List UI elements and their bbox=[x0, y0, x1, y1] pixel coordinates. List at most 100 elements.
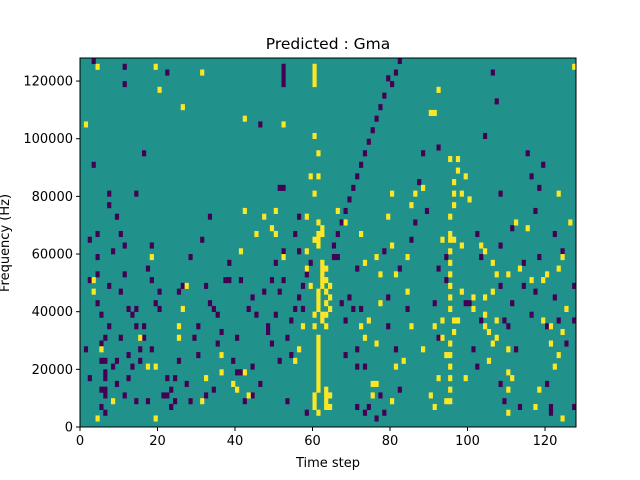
heatmap-cell-high bbox=[320, 271, 325, 278]
heatmap-cell-low bbox=[107, 190, 112, 197]
heatmap-cell-high bbox=[537, 386, 542, 393]
heatmap-cell-low bbox=[103, 369, 108, 376]
heatmap-cell-low bbox=[126, 305, 131, 312]
heatmap-cell-high bbox=[316, 294, 321, 301]
heatmap-cell-high bbox=[448, 156, 453, 163]
heatmap-cell-high bbox=[390, 242, 395, 249]
heatmap-cell-low bbox=[355, 346, 360, 353]
heatmap-cell-low bbox=[99, 386, 104, 393]
heatmap-cell-low bbox=[142, 150, 147, 157]
heatmap-cell-high bbox=[421, 184, 426, 191]
heatmap-cell-high bbox=[448, 248, 453, 255]
heatmap-cell-low bbox=[541, 161, 546, 168]
heatmap-cell-high bbox=[514, 219, 519, 226]
heatmap-cell-low bbox=[165, 69, 170, 76]
heatmap-cell-low bbox=[176, 357, 182, 364]
heatmap-cell-low bbox=[525, 150, 530, 157]
heatmap-cell-low bbox=[343, 317, 348, 324]
heatmap-cell-low bbox=[161, 392, 166, 399]
heatmap-cell-low bbox=[211, 386, 216, 393]
heatmap-cell-low bbox=[405, 305, 410, 312]
heatmap-cell-high bbox=[525, 225, 530, 232]
heatmap-cell-high bbox=[483, 294, 488, 301]
heatmap-cell-high bbox=[506, 409, 511, 416]
heatmap-cell-low bbox=[188, 254, 193, 261]
heatmap-cell-low bbox=[204, 282, 209, 289]
heatmap-cell-high bbox=[300, 323, 306, 330]
x-tick-label: 0 bbox=[76, 434, 84, 449]
heatmap-cell-high bbox=[242, 369, 247, 376]
heatmap-cell-low bbox=[130, 311, 135, 318]
heatmap-cell-low bbox=[114, 357, 120, 364]
heatmap-cell-low bbox=[436, 334, 441, 341]
heatmap-cell-high bbox=[452, 179, 457, 186]
heatmap-cell-high bbox=[219, 352, 224, 359]
heatmap-cell-low bbox=[285, 398, 290, 405]
heatmap-cell-high bbox=[440, 317, 445, 324]
heatmap-cell-low bbox=[114, 380, 120, 387]
heatmap-cell-low bbox=[99, 403, 104, 411]
heatmap-cell-low bbox=[378, 392, 383, 399]
heatmap-cell-low bbox=[277, 288, 282, 295]
heatmap-cell-high bbox=[343, 219, 348, 226]
heatmap-cell-high bbox=[471, 294, 476, 301]
heatmap-cell-low bbox=[289, 352, 294, 359]
heatmap-cell-low bbox=[99, 340, 104, 347]
heatmap-cell-high bbox=[324, 392, 329, 399]
heatmap-cell-high bbox=[432, 403, 437, 411]
heatmap-cell-low bbox=[103, 386, 108, 393]
heatmap-cell-high bbox=[483, 323, 488, 330]
heatmap-cell-low bbox=[572, 317, 577, 324]
heatmap-cell-high bbox=[448, 340, 453, 347]
heatmap-cell-high bbox=[153, 63, 158, 70]
heatmap-cell-high bbox=[308, 282, 313, 289]
heatmap-cell-high bbox=[556, 265, 561, 272]
heatmap-cell-high bbox=[184, 282, 189, 289]
heatmap-cell-low bbox=[118, 230, 123, 238]
heatmap-cell-low bbox=[444, 277, 449, 284]
heatmap-cell-high bbox=[452, 236, 457, 243]
heatmap-cell-high bbox=[494, 271, 499, 278]
heatmap-cell-high bbox=[552, 363, 557, 370]
heatmap-cell-low bbox=[238, 277, 244, 284]
heatmap-cell-high bbox=[370, 392, 375, 399]
heatmap-cell-high bbox=[378, 300, 383, 307]
heatmap-cell-low bbox=[355, 173, 360, 180]
heatmap-cell-high bbox=[312, 236, 317, 243]
heatmap-cell-high bbox=[405, 288, 410, 295]
heatmap-cell-low bbox=[498, 380, 503, 387]
heatmap-cell-low bbox=[277, 184, 282, 191]
heatmap-cell-low bbox=[424, 207, 430, 214]
heatmap-cell-low bbox=[180, 282, 185, 289]
heatmap-cell-high bbox=[494, 317, 499, 324]
heatmap-cell-low bbox=[277, 357, 282, 364]
heatmap-cell-high bbox=[316, 363, 321, 370]
heatmap-cell-low bbox=[103, 409, 108, 416]
heatmap-cell-low bbox=[397, 265, 402, 272]
heatmap-cell-high bbox=[506, 346, 511, 353]
heatmap-cell-high bbox=[235, 386, 240, 393]
heatmap-cell-high bbox=[316, 236, 321, 243]
y-tick-label: 100000 bbox=[23, 132, 73, 147]
heatmap-cell-high bbox=[308, 173, 313, 180]
heatmap-cell-low bbox=[111, 363, 116, 370]
heatmap-cell-high bbox=[254, 230, 259, 238]
heatmap-cell-low bbox=[467, 300, 472, 307]
heatmap-cell-low bbox=[335, 230, 340, 238]
heatmap-cell-low bbox=[343, 352, 348, 359]
heatmap-cell-high bbox=[432, 109, 437, 116]
heatmap-cell-high bbox=[316, 242, 321, 249]
heatmap-cell-high bbox=[370, 380, 375, 387]
heatmap-cell-high bbox=[506, 386, 511, 393]
heatmap-cell-high bbox=[324, 323, 329, 330]
heatmap-cell-high bbox=[490, 259, 495, 266]
heatmap-cell-high bbox=[111, 398, 116, 405]
heatmap-cell-low bbox=[231, 357, 236, 364]
heatmap-cell-low bbox=[142, 334, 147, 341]
heatmap-cell-low bbox=[173, 375, 178, 382]
heatmap-cell-low bbox=[242, 398, 247, 405]
heatmap-cell-high bbox=[95, 63, 100, 70]
heatmap-cell-low bbox=[297, 248, 302, 255]
heatmap-cell-low bbox=[421, 150, 426, 157]
heatmap-cell-low bbox=[145, 265, 151, 272]
